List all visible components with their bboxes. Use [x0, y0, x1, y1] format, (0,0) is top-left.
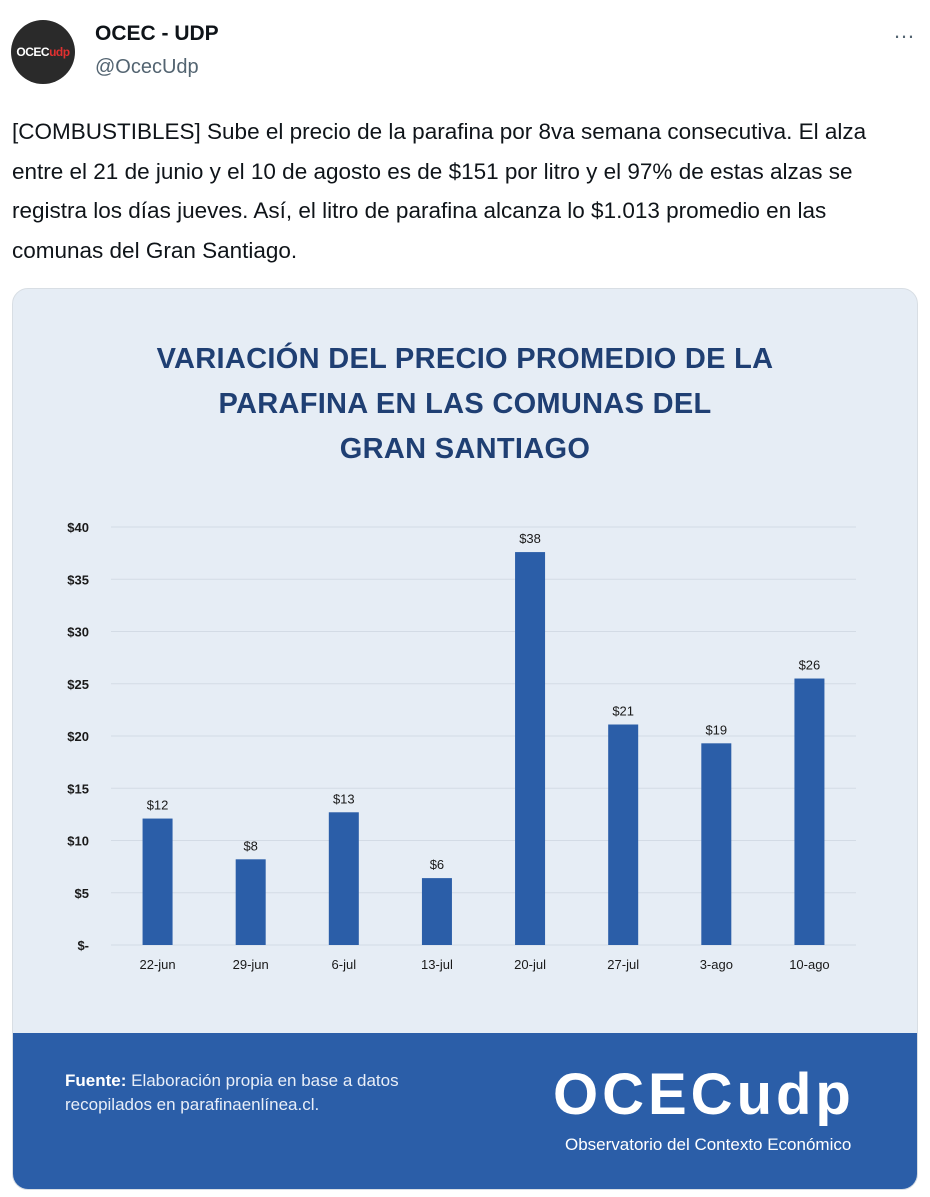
- bar: [235, 859, 266, 945]
- x-tick-label: 3-ago: [700, 957, 733, 972]
- x-tick-label: 27-jul: [607, 957, 639, 972]
- display-name[interactable]: OCEC - UDP: [95, 22, 219, 45]
- data-label: $38: [519, 531, 541, 546]
- y-tick-label: $15: [67, 781, 89, 796]
- data-label: $19: [705, 722, 727, 737]
- y-tick-label: $5: [75, 886, 89, 901]
- data-label: $6: [430, 857, 444, 872]
- bar: [515, 552, 546, 945]
- data-label: $26: [799, 658, 821, 673]
- more-options-icon[interactable]: …: [893, 18, 916, 43]
- x-tick-label: 13-jul: [421, 957, 453, 972]
- x-tick-label: 6-jul: [332, 957, 357, 972]
- x-tick-label: 20-jul: [514, 957, 546, 972]
- y-tick-label: $25: [67, 677, 89, 692]
- bar: [608, 724, 639, 945]
- y-tick-label: $20: [67, 729, 89, 744]
- chart-title: VARIACIÓN DEL PRECIO PROMEDIO DE LA PARA…: [156, 343, 774, 465]
- bar-chart: $- $5 $10 $15 $20 $25 $30 $35 $40 $12 22-jun $8 29-j…: [67, 520, 856, 972]
- y-tick-label: $40: [67, 520, 89, 535]
- bar: [794, 678, 825, 945]
- bar: [328, 812, 359, 945]
- chart-footer: Fuente: Elaboración propia en base a dat…: [13, 1033, 917, 1189]
- y-tick-label: $10: [67, 834, 89, 849]
- source-note: Fuente: Elaboración propia en base a dat…: [65, 1071, 399, 1114]
- y-tick-label: $30: [67, 625, 89, 640]
- bar: [421, 878, 452, 945]
- data-label: $12: [147, 798, 169, 813]
- tweet-text: [COMBUSTIBLES] Sube el precio de la para…: [12, 119, 867, 263]
- y-tick-label: $-: [77, 938, 89, 953]
- bar: [142, 818, 173, 945]
- data-label: $8: [243, 838, 257, 853]
- avatar[interactable]: OCEC udp: [11, 20, 75, 84]
- chart-image[interactable]: VARIACIÓN DEL PRECIO PROMEDIO DE LA PARA…: [12, 288, 918, 1190]
- data-label: $13: [333, 791, 355, 806]
- logo-subtitle: Observatorio del Contexto Económico: [565, 1135, 852, 1154]
- data-label: $21: [612, 704, 634, 719]
- ocec-logo: OCECudp: [553, 1062, 855, 1127]
- x-tick-label: 10-ago: [789, 957, 829, 972]
- user-handle[interactable]: @OcecUdp: [95, 56, 199, 78]
- bar: [701, 743, 732, 945]
- x-tick-label: 22-jun: [139, 957, 175, 972]
- x-tick-label: 29-jun: [233, 957, 269, 972]
- y-tick-label: $35: [67, 572, 89, 587]
